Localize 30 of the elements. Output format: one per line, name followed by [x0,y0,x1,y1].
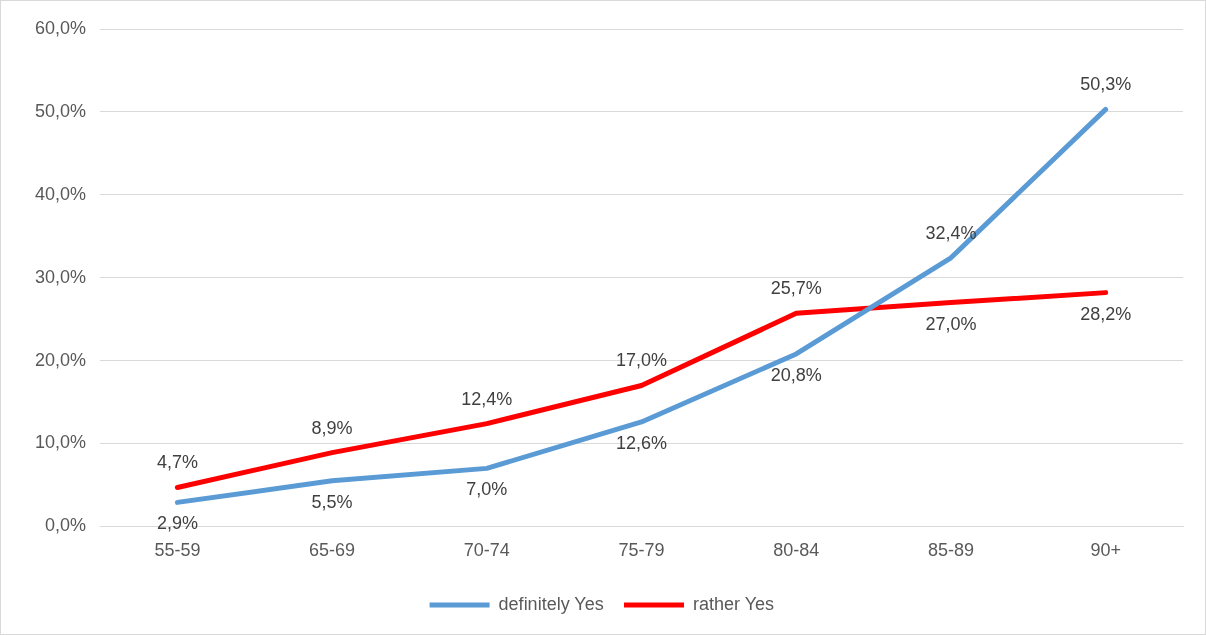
x-tick-label: 75-79 [618,540,665,561]
y-tick-label: 10,0% [34,432,87,453]
y-tick-label: 30,0% [34,266,87,287]
data-label: 17,0% [616,350,668,371]
data-label: 2,9% [156,513,198,534]
y-tick-label: 0,0% [45,515,87,536]
data-label: 25,7% [770,278,822,299]
data-label: 27,0% [925,313,977,334]
legend-label: definitely Yes [498,593,604,614]
y-tick-label: 60,0% [34,17,87,38]
data-label: 7,0% [466,479,508,500]
y-tick-label: 50,0% [34,100,87,121]
y-tick-label: 20,0% [34,349,87,370]
x-tick-label: 80-84 [773,540,820,561]
data-label: 28,2% [1080,303,1132,324]
x-tick-label: 65-69 [309,540,356,561]
data-label: 4,7% [156,452,198,473]
x-tick-label: 55-59 [154,540,201,561]
y-tick-label: 40,0% [34,183,87,204]
data-label: 20,8% [770,364,822,385]
data-label: 5,5% [311,491,353,512]
data-label: 12,6% [616,432,668,453]
legend-label: rather Yes [693,593,775,614]
data-label: 12,4% [461,388,513,409]
x-tick-label: 70-74 [463,540,510,561]
data-label: 50,3% [1080,74,1132,95]
data-label: 8,9% [311,417,353,438]
x-tick-label: 90+ [1090,540,1121,561]
data-label: 32,4% [925,222,977,243]
x-tick-label: 85-89 [927,540,974,561]
